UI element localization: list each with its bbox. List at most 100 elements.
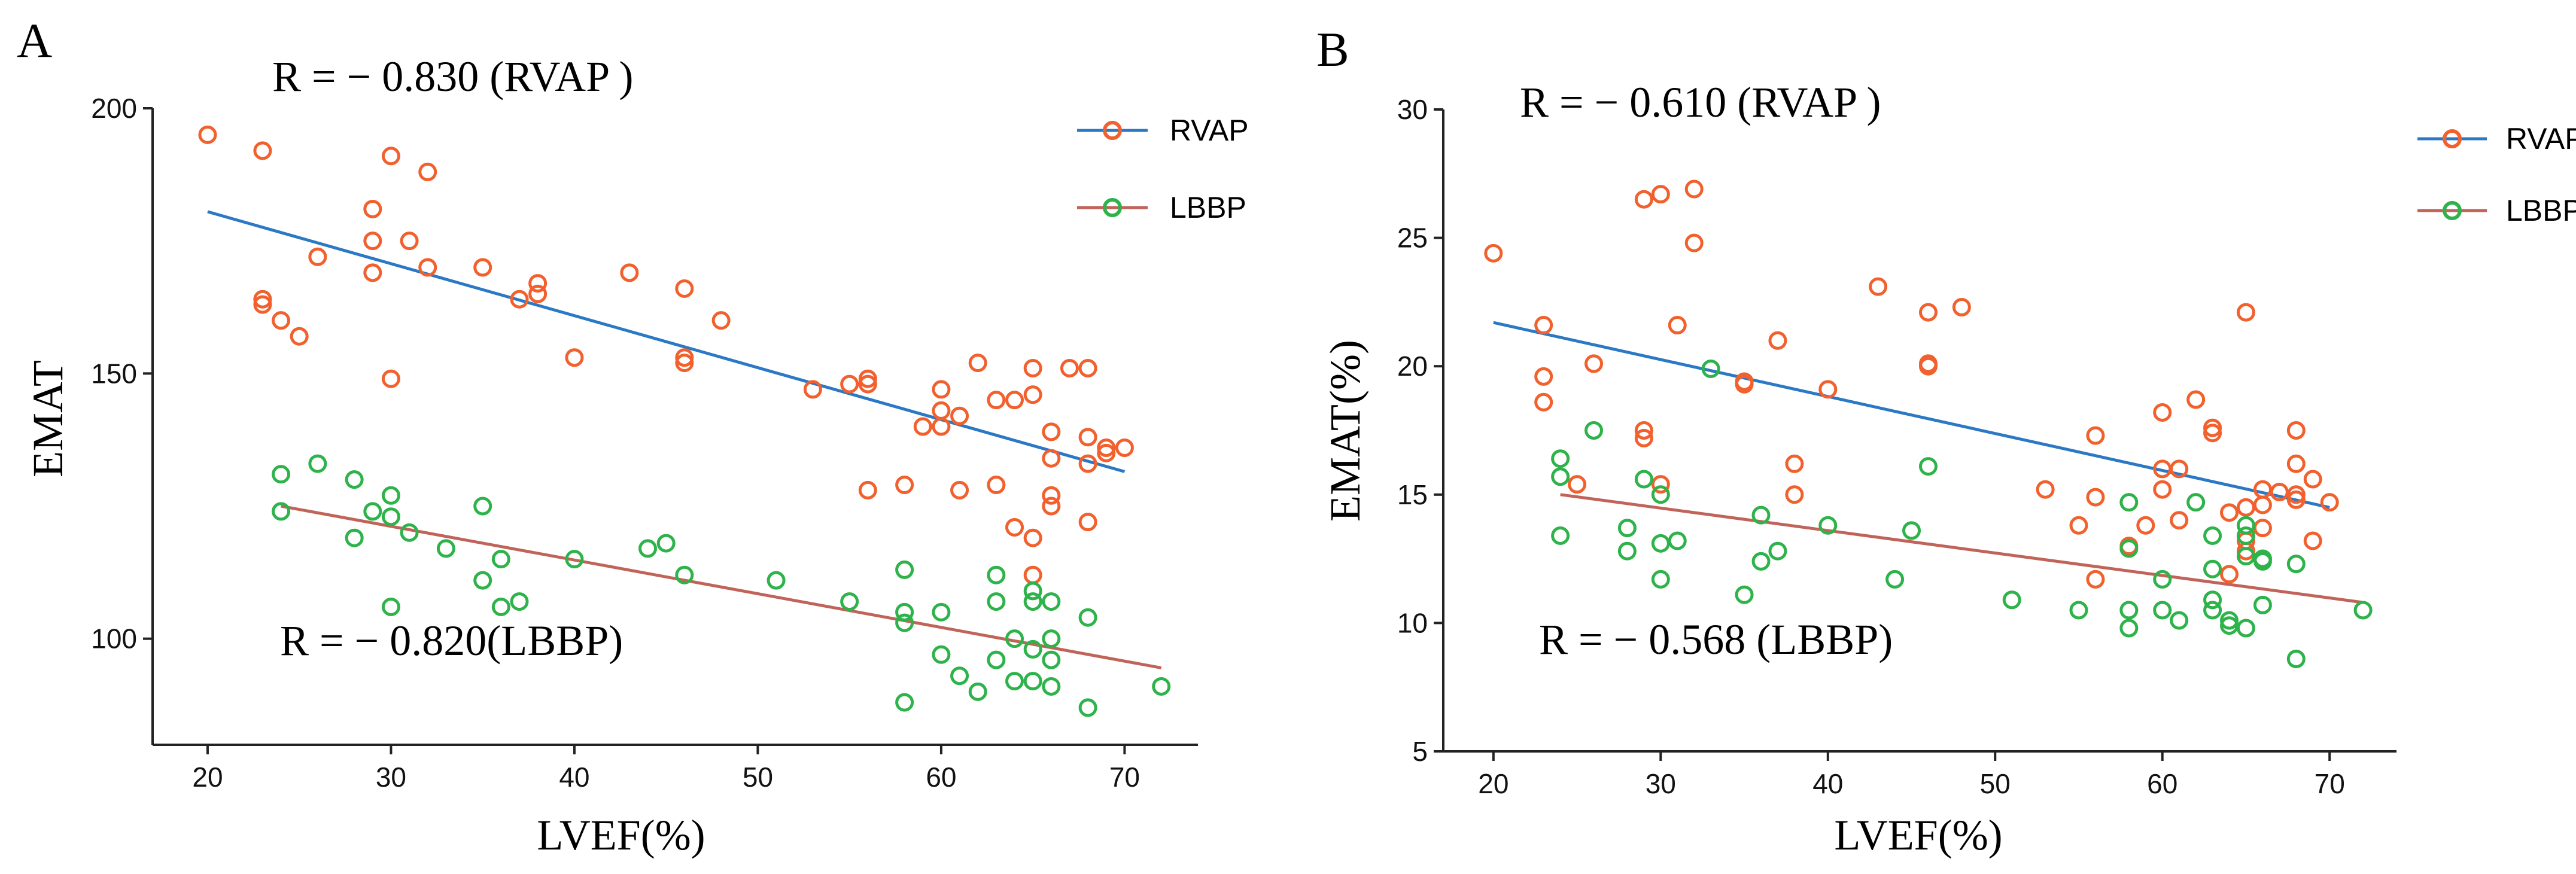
point-rvap-b <box>2153 403 2172 422</box>
point-rvap-b <box>1634 428 1653 447</box>
point-lbbp-a <box>950 666 969 686</box>
point-rvap-b <box>2136 516 2155 535</box>
fit-line-lbbp-b <box>1560 493 2364 604</box>
point-rvap-a <box>1005 517 1024 537</box>
point-lbbp-a <box>363 502 382 521</box>
point-rvap-a <box>1023 528 1042 547</box>
point-rvap-a <box>932 401 951 420</box>
point-rvap-b <box>1684 179 1704 199</box>
point-lbbp-b <box>2236 547 2255 566</box>
y-tick-label-b: 5 <box>1412 736 1428 767</box>
point-rvap-a <box>528 274 548 293</box>
point-lbbp-a <box>565 550 584 569</box>
y-axis-label-b: EMAT(%) <box>1321 340 1369 522</box>
point-rvap-b <box>2220 565 2239 584</box>
legend-b: RVAP LBBP <box>2417 122 2576 227</box>
point-lbbp-a <box>1078 698 1097 717</box>
x-tick-label-b: 20 <box>1478 768 1509 799</box>
point-lbbp-a <box>987 592 1006 611</box>
point-rvap-a <box>1042 497 1061 516</box>
point-rvap-b <box>2253 495 2272 514</box>
point-rvap-a <box>565 348 584 367</box>
point-rvap-b <box>2170 459 2189 479</box>
point-lbbp-a <box>968 682 987 701</box>
point-lbbp-a <box>473 571 492 590</box>
point-rvap-b <box>2270 483 2289 502</box>
x-tick-label-a: 30 <box>376 762 406 793</box>
point-rvap-a <box>1060 358 1079 377</box>
point-rvap-a <box>253 141 272 160</box>
point-rvap-b <box>2286 421 2306 440</box>
point-rvap-a <box>363 199 382 218</box>
x-tick-label-a: 20 <box>192 762 223 793</box>
point-lbbp-b <box>2119 601 2139 620</box>
x-axis-label-a: LVEF(%) <box>537 811 705 859</box>
point-rvap-b <box>2303 470 2322 489</box>
x-tick-label-b: 50 <box>1980 768 2011 799</box>
annotation-lbbp-a: R = − 0.820(LBBP) <box>280 617 623 665</box>
point-rvap-b <box>2286 454 2306 473</box>
y-tick-label-b: 30 <box>1397 94 1428 125</box>
panel-b: B R = − 0.610 (RVAP ) R = − 0.568 (LBBP)… <box>1316 22 2576 859</box>
fit-line-lbbp-a <box>281 504 1162 669</box>
point-lbbp-b <box>1651 534 1670 553</box>
point-lbbp-b <box>2203 601 2222 620</box>
point-rvap-b <box>1584 354 1604 373</box>
point-lbbp-b <box>1902 521 1921 540</box>
y-axis-label-a: EMAT <box>24 360 72 477</box>
point-rvap-b <box>2236 498 2255 517</box>
point-rvap-a <box>198 125 217 144</box>
point-lbbp-b <box>1885 570 1905 589</box>
point-rvap-a <box>1042 449 1061 468</box>
point-rvap-b <box>1918 303 1938 322</box>
y-tick-label-a: 200 <box>91 93 137 124</box>
point-rvap-a <box>381 369 400 388</box>
point-rvap-b <box>1918 357 1938 376</box>
point-rvap-a <box>363 263 382 282</box>
point-rvap-a <box>1078 513 1097 532</box>
point-rvap-a <box>308 247 327 266</box>
point-rvap-a <box>858 369 877 388</box>
point-lbbp-a <box>400 523 419 542</box>
point-lbbp-b <box>1768 541 1787 561</box>
point-lbbp-a <box>932 645 951 664</box>
point-rvap-b <box>2253 480 2272 499</box>
point-rvap-a <box>950 406 969 425</box>
point-rvap-b <box>2203 424 2222 443</box>
point-lbbp-b <box>1551 449 1570 468</box>
point-rvap-a <box>1115 438 1134 457</box>
point-lbbp-b <box>2119 619 2139 638</box>
point-rvap-a <box>895 476 914 495</box>
y-tick-label-b: 10 <box>1397 607 1428 638</box>
point-rvap-a <box>1023 385 1042 404</box>
point-lbbp-a <box>1042 650 1061 669</box>
point-lbbp-b <box>1551 526 1570 545</box>
legend-rvap-label-a: RVAP <box>1170 114 1249 147</box>
legend-lbbp-marker-a <box>1103 198 1122 217</box>
point-rvap-a <box>932 417 951 436</box>
point-rvap-a <box>381 147 400 166</box>
point-lbbp-b <box>2220 611 2239 630</box>
point-lbbp-b <box>2353 601 2373 620</box>
point-rvap-b <box>2086 426 2105 445</box>
point-lbbp-a <box>473 497 492 516</box>
point-lbbp-b <box>1617 519 1637 538</box>
point-lbbp-b <box>1751 505 1771 525</box>
point-rvap-a <box>1042 486 1061 505</box>
panel-label-a: A <box>17 13 52 68</box>
x-tick-label-a: 60 <box>926 762 956 793</box>
point-lbbp-a <box>1023 592 1042 611</box>
point-lbbp-a <box>987 565 1006 584</box>
point-rvap-a <box>913 417 932 436</box>
point-lbbp-a <box>345 470 364 489</box>
point-lbbp-b <box>1751 552 1771 571</box>
point-lbbp-a <box>1005 629 1024 648</box>
point-rvap-b <box>2303 531 2322 550</box>
point-lbbp-a <box>895 693 914 712</box>
point-rvap-b <box>1684 233 1704 252</box>
point-lbbp-a <box>656 534 676 553</box>
point-rvap-b <box>1785 454 1804 473</box>
y-tick-label-b: 25 <box>1397 223 1428 254</box>
legend-rvap-marker-b <box>2443 129 2462 148</box>
point-rvap-a <box>1078 428 1097 447</box>
